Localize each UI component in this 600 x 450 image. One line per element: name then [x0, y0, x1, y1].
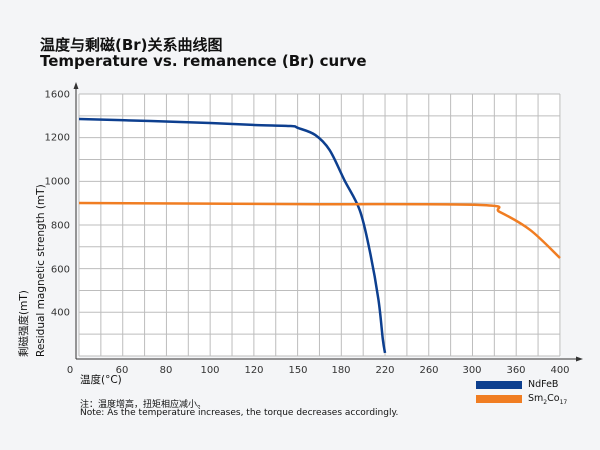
x-tick-label: 360	[506, 365, 525, 376]
x-tick-label: 0	[67, 365, 73, 376]
y-tick-label: 1600	[45, 90, 70, 101]
y-tick-label: 1200	[45, 133, 70, 144]
x-tick-label: 60	[116, 365, 129, 376]
y-tick-label: 400	[51, 308, 70, 319]
tick-labels: 0 60 80 100 120 150 180 220 260 300 360 400 1600 1200…	[45, 90, 570, 377]
x-tick-label: 220	[375, 365, 394, 376]
x-tick-label: 300	[462, 365, 481, 376]
legend-swatch-smco	[476, 395, 522, 404]
title-cn: 温度与剩磁(Br)关系曲线图	[40, 36, 223, 54]
axes	[73, 82, 583, 362]
note-en: Note: As the temperature increases, the …	[80, 408, 399, 418]
series-line-sm2co17	[78, 201, 561, 259]
x-axis-arrow	[576, 356, 583, 362]
legend-item-ndfeb: NdFeB	[476, 379, 558, 390]
y-axis-label-cn: 剩磁强度(mT)	[17, 290, 30, 357]
x-tick-label: 180	[331, 365, 350, 376]
y-axis-arrow	[73, 82, 79, 89]
legend-label-smco: Sm2Co17	[528, 393, 568, 406]
y-tick-label: 800	[51, 221, 70, 232]
x-axis-label: 温度(°C)	[80, 373, 122, 386]
legend-label-ndfeb: NdFeB	[528, 379, 559, 390]
x-tick-label: 260	[419, 365, 438, 376]
x-tick-label: 120	[244, 365, 263, 376]
legend-swatch-ndfeb	[476, 380, 522, 389]
x-tick-label: 400	[550, 365, 569, 376]
x-tick-label: 100	[200, 365, 219, 376]
y-tick-label: 1000	[45, 177, 70, 188]
title-en: Temperature vs. remanence (Br) curve	[40, 52, 367, 70]
x-tick-label: 150	[288, 365, 307, 376]
series-lines	[78, 117, 561, 354]
y-tick-label: 600	[51, 265, 70, 276]
x-tick-label: 80	[160, 365, 173, 376]
legend-item-smco: Sm2Co17	[476, 393, 567, 406]
series-line-ndfeb	[78, 117, 387, 354]
note-cn: 注：温度增高，扭矩相应减小。	[80, 400, 207, 410]
grid	[78, 93, 561, 357]
y-axis-label-en: Residual magnetic strength (mT)	[35, 184, 47, 357]
